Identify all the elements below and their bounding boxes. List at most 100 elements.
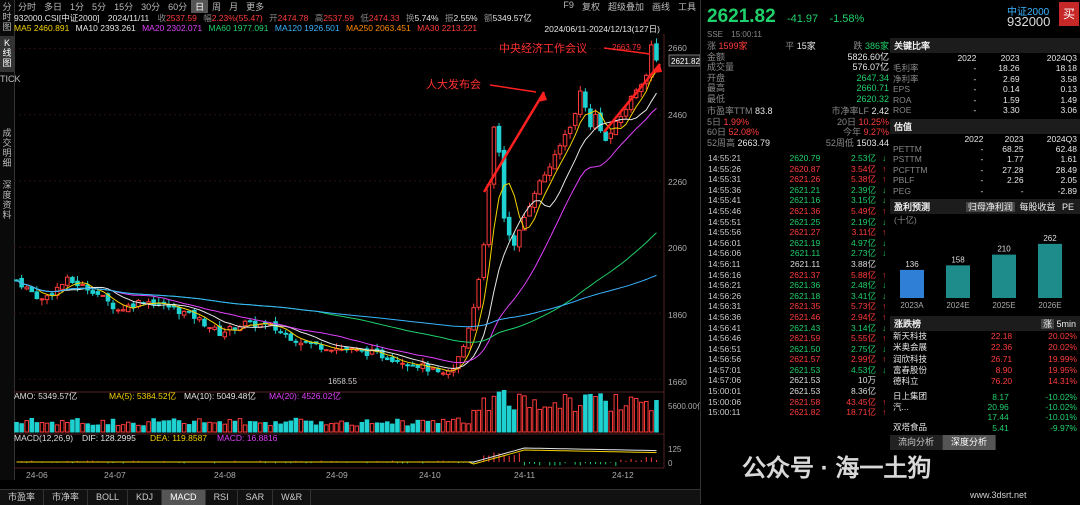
- tab-kdj[interactable]: KDJ: [128, 490, 163, 505]
- adjust-button[interactable]: 复权: [581, 1, 600, 12]
- forecast-tab-profit[interactable]: 归母净利润: [965, 202, 1015, 212]
- candle-body: [486, 184, 492, 246]
- forecast-tab-pe[interactable]: PE: [1061, 202, 1074, 212]
- period-1min[interactable]: 1分: [70, 1, 85, 12]
- forecast-tab-eps[interactable]: 每股收益: [1019, 202, 1056, 212]
- tab-depth[interactable]: 深度资料: [2, 180, 12, 220]
- volume-bar: [59, 420, 65, 433]
- tab-sar[interactable]: SAR: [238, 490, 274, 505]
- tab-macd[interactable]: MACD: [162, 490, 206, 505]
- tick-amount: 3.14亿: [850, 322, 876, 333]
- flow-analysis-tab[interactable]: 流向分析: [890, 434, 944, 450]
- gainer-row[interactable]: 新天科技 22.18 20.02%: [890, 331, 1080, 342]
- forecast-category: 2024E: [946, 301, 969, 310]
- tab-kline[interactable]: K线图: [0, 36, 14, 72]
- tick-amount: 5.88亿: [850, 269, 876, 280]
- ratio-2023: 27.28: [1002, 164, 1024, 175]
- period-30min[interactable]: 30分: [141, 1, 161, 12]
- period-more[interactable]: 更多: [246, 1, 265, 12]
- gainers-table[interactable]: 新天科技 22.18 20.02% 米奥会展 22.36 20.02% 润欣科技 26.71 1…: [890, 331, 1080, 387]
- tick-amount: 4.53亿: [850, 364, 876, 375]
- gainer-row[interactable]: 富春股份 8.90 19.95%: [890, 365, 1080, 376]
- volume-bar: [105, 424, 111, 433]
- tools-button[interactable]: 工具: [677, 1, 696, 12]
- losers-table[interactable]: 日上集团 8.17 -10.02% 汽... 20.96 -10.02% 17.44 -10.…: [890, 391, 1080, 433]
- tab-tick[interactable]: TICK: [0, 74, 21, 84]
- kline-svg[interactable]: 中央经济工作会议 人大发布会 2663.79 1658.55 2621.82 2…: [14, 34, 705, 480]
- tab-pb[interactable]: 市净率: [44, 490, 89, 505]
- period-15min[interactable]: 15分: [114, 1, 134, 12]
- tab-timeshare[interactable]: 分时图: [2, 2, 12, 32]
- tick-direction-icon: ↓: [882, 280, 887, 291]
- ratio-2022: -: [973, 105, 977, 116]
- trend-arrow-2: [603, 63, 661, 133]
- tick-row: 14:56:01 2621.19 4.97亿 ↓: [705, 238, 891, 249]
- candle-body: [49, 293, 55, 296]
- financial-panel: 关键比率 2022 2023 2024Q3 毛利率 -18.26 18.18 净利率 -2.…: [890, 38, 1080, 450]
- stock-price: 17.44: [987, 412, 1009, 423]
- volume-bar: [258, 422, 263, 433]
- volume-bar: [207, 421, 212, 433]
- tab-wr[interactable]: W&R: [273, 490, 312, 505]
- gainer-row[interactable]: 德科立 76.20 14.31%: [890, 376, 1080, 387]
- ratio-table: 2022 2023 2024Q3 毛利率 - 18.26 18.18 净利率 - 2.69 3.5…: [890, 53, 1080, 116]
- f9-button[interactable]: F9: [563, 0, 574, 10]
- open-label: 开: [269, 13, 278, 23]
- depth-analysis-tab[interactable]: 深度分析: [943, 434, 997, 450]
- candle-body: [125, 304, 131, 313]
- period-label: 60日: [707, 127, 727, 137]
- stock-pct: 19.99%: [1048, 353, 1077, 364]
- gainer-row[interactable]: 润欣科技 26.71 19.99%: [890, 354, 1080, 365]
- period-label: 今年: [842, 127, 861, 137]
- bar-amplitude: 2.55%: [453, 13, 478, 23]
- overlay-button[interactable]: 超级叠加: [607, 1, 644, 12]
- tab-rsi[interactable]: RSI: [206, 490, 238, 505]
- tick-list[interactable]: 14:55:21 2620.79 2.53亿 ↓ 14:55:26 2620.87 3.54…: [705, 153, 891, 418]
- candle-body: [181, 310, 187, 316]
- volume-bar: [654, 400, 659, 433]
- kline-chart-area[interactable]: 中央经济工作会议 人大发布会 2663.79 1658.55 2621.82 2…: [14, 34, 705, 480]
- tick-price: 2621.53: [789, 386, 821, 397]
- gainers-tab-up[interactable]: 涨: [1040, 319, 1054, 329]
- volume-bar: [65, 421, 70, 433]
- stock-pct: 20.02%: [1048, 342, 1077, 353]
- loser-row[interactable]: 汽... 20.96 -10.02%: [890, 402, 1080, 413]
- tab-trade-detail[interactable]: 成交明细: [2, 128, 12, 168]
- draw-line-button[interactable]: 画线: [651, 1, 670, 12]
- tick-time: 14:57:06: [708, 375, 742, 386]
- volume-bar: [324, 424, 329, 433]
- volume-bar: [273, 421, 278, 433]
- period-multiday[interactable]: 多日: [44, 1, 63, 12]
- tick-direction-icon: ↓: [882, 364, 887, 375]
- volume-bar: [100, 419, 106, 433]
- candle-body: [547, 166, 553, 176]
- buy-button[interactable]: 买: [1059, 2, 1079, 26]
- ratio-row: PCFTTM - 27.28 28.49: [890, 165, 1080, 176]
- tick-row: 15:00:11 2621.82 18.71亿 ↑: [705, 407, 891, 418]
- gainers-tab-5min[interactable]: 5min: [1056, 319, 1076, 329]
- period-5min[interactable]: 5分: [92, 1, 107, 12]
- annotation-cewc: 中央经济工作会议: [499, 41, 587, 55]
- volume-bar: [283, 421, 288, 433]
- ratio-row: PSTTM - 1.77 1.61: [890, 154, 1080, 165]
- volume-bar: [435, 423, 441, 433]
- loser-row[interactable]: 日上集团 8.17 -10.02%: [890, 391, 1080, 402]
- tick-price: 2621.21: [789, 184, 821, 195]
- tick-direction-icon: ↑: [882, 205, 887, 216]
- period-day[interactable]: 日: [191, 0, 209, 13]
- gainer-row[interactable]: 米奥会展 22.36 20.02%: [890, 342, 1080, 353]
- loser-row[interactable]: 17.44 -10.01%: [890, 412, 1080, 422]
- close-label: 收: [157, 13, 167, 23]
- watermark: 公众号 · 海一土狗: [742, 455, 932, 482]
- exchange: SSE: [707, 30, 724, 39]
- tab-pe[interactable]: 市盈率: [0, 490, 45, 505]
- period-month[interactable]: 月: [229, 1, 239, 12]
- tick-price: 2621.27: [789, 227, 821, 238]
- loser-row[interactable]: 双塔食品 5.41 -9.97%: [890, 422, 1080, 433]
- period-60min[interactable]: 60分: [168, 1, 188, 12]
- volume-bar: [141, 425, 146, 433]
- period-week[interactable]: 周: [212, 1, 222, 12]
- period-timeshare[interactable]: 分时: [18, 1, 37, 12]
- tab-boll[interactable]: BOLL: [88, 490, 129, 505]
- volume-bar: [405, 425, 410, 433]
